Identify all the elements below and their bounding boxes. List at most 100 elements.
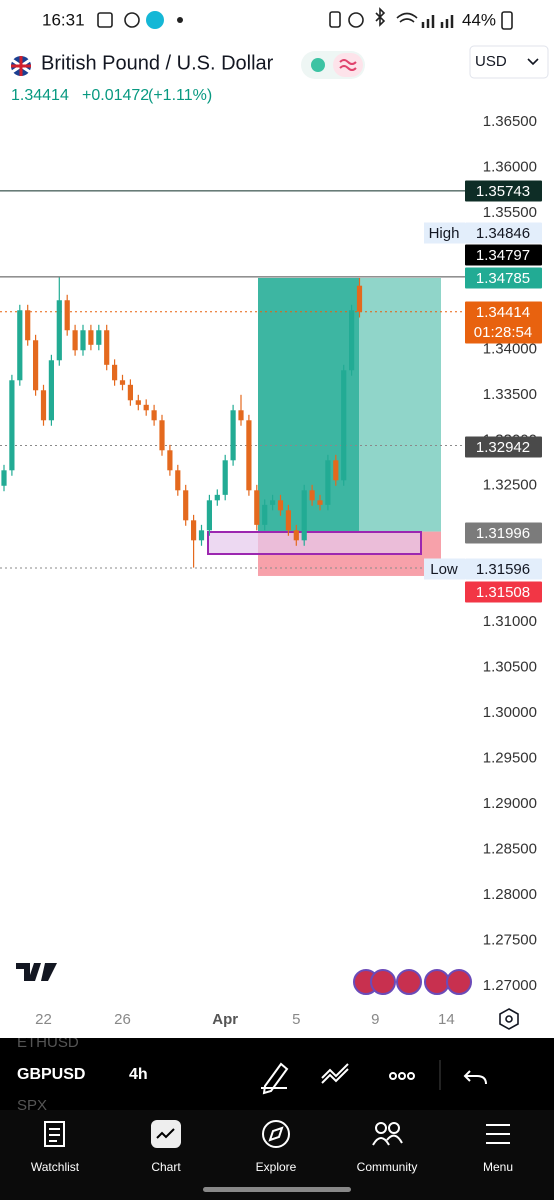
- price-change: +0.01472: [82, 87, 149, 104]
- price-label: 1.31596: [476, 561, 530, 578]
- delay-icon: [339, 59, 357, 71]
- price-label-box: [465, 558, 542, 580]
- y-tick-label: 1.28500: [483, 840, 537, 857]
- price-label-box: [465, 222, 542, 244]
- line-tool[interactable]: [321, 1063, 349, 1084]
- candle-body: [349, 310, 355, 371]
- y-tick-label: 1.36500: [483, 113, 537, 130]
- candle-body: [333, 460, 339, 481]
- zone-box[interactable]: [207, 531, 422, 555]
- candle-body: [159, 420, 165, 451]
- nav-label[interactable]: Chart: [151, 1160, 181, 1174]
- caption-box: [424, 558, 465, 580]
- nav-labels: Watchlist Chart Explore Community Menu: [31, 1160, 513, 1174]
- candle-body: [33, 340, 39, 391]
- price-label-box: [465, 522, 542, 544]
- candle-body: [206, 500, 212, 531]
- status-battery: 44%: [462, 10, 496, 29]
- candle-body: [285, 510, 291, 531]
- candle-body: [270, 500, 276, 505]
- price-label-box: [465, 180, 542, 202]
- undo-tool[interactable]: [463, 1070, 487, 1085]
- currency-label: USD: [475, 53, 507, 70]
- candle-body: [198, 530, 205, 541]
- nav-label[interactable]: Watchlist: [31, 1160, 80, 1174]
- nav-icons: [44, 1120, 510, 1148]
- candle-body: [175, 470, 181, 491]
- symbol-title: British Pound / U.S. Dollar: [41, 52, 274, 74]
- flag-icon: [11, 56, 31, 76]
- x-tick-label: 5: [292, 1011, 300, 1028]
- draw-tool[interactable]: [261, 1062, 289, 1095]
- x-tick-label: 26: [114, 1011, 131, 1028]
- list-item-above[interactable]: ETHUSD: [17, 1034, 79, 1051]
- price-label: 1.31508: [476, 584, 530, 601]
- price-label-box: [465, 244, 542, 266]
- list-item-below[interactable]: SPX: [17, 1097, 47, 1114]
- candle-body: [262, 504, 268, 525]
- candle-body: [301, 490, 307, 541]
- toolbar-symbol[interactable]: GBPUSD: [17, 1066, 85, 1083]
- price-label-box: [465, 301, 542, 344]
- candle-body: [317, 500, 323, 505]
- tv-logo: [16, 963, 57, 981]
- price-change-pct: (+1.11%): [148, 87, 212, 104]
- price-labels: 1.35743 1.34846 High 1.34797 1.34785 1.34414 0…: [424, 180, 542, 603]
- candle-body: [96, 330, 102, 345]
- more-tool[interactable]: [389, 1072, 415, 1080]
- settings-icon[interactable]: [499, 1008, 519, 1030]
- nav-label[interactable]: Community: [357, 1160, 418, 1174]
- candle-body: [56, 300, 62, 361]
- price-label: 1.34414: [476, 304, 530, 321]
- price-lines: [0, 190, 465, 569]
- candle-body: [112, 364, 118, 381]
- candle-body: [214, 494, 220, 501]
- y-tick-label: 1.29000: [483, 795, 537, 812]
- candle-body: [246, 420, 252, 491]
- price-label-box: [465, 581, 542, 603]
- nav-bar: [0, 1110, 554, 1200]
- y-tick-label: 1.28000: [483, 886, 537, 903]
- candle-body: [127, 384, 133, 401]
- price-label: 1.32942: [476, 439, 530, 456]
- candle-body: [119, 380, 126, 385]
- y-tick-label: 1.34000: [483, 340, 537, 357]
- y-tick-label: 1.36000: [483, 158, 537, 175]
- candle-body: [40, 390, 47, 421]
- candle-body: [277, 500, 284, 511]
- candle-body: [48, 360, 54, 421]
- candle-body: [167, 450, 173, 471]
- price-axis: 1.365001.360001.355001.340001.335001.330…: [483, 113, 537, 994]
- y-tick-label: 1.29500: [483, 750, 537, 767]
- price-label: 1.34846: [476, 225, 530, 242]
- y-tick-label: 1.27000: [483, 977, 537, 994]
- x-tick-label: 9: [371, 1011, 379, 1028]
- price-label: 1.34797: [476, 247, 530, 264]
- candle-body: [230, 410, 236, 461]
- price-label-box: [465, 267, 542, 289]
- flag-badges[interactable]: [353, 969, 472, 995]
- candle-body: [88, 330, 94, 345]
- toolbar-interval[interactable]: 4h: [129, 1066, 148, 1083]
- y-tick-label: 1.27500: [483, 931, 537, 948]
- candle-body: [325, 460, 331, 505]
- candle-body: [151, 410, 157, 421]
- currency-select[interactable]: [469, 45, 549, 79]
- last-price: 1.34414: [11, 87, 69, 104]
- time-axis: 22 26 Apr 5 9 14: [35, 1011, 455, 1028]
- candle-body: [9, 380, 15, 471]
- nav-label[interactable]: Menu: [483, 1160, 513, 1174]
- pill-part: [333, 53, 363, 77]
- clip-strip: [0, 1030, 554, 1038]
- candle-body: [309, 490, 315, 501]
- market-open-dot: [311, 58, 325, 72]
- candle-body: [17, 310, 23, 381]
- price-caption: High: [429, 225, 460, 242]
- nav-label[interactable]: Explore: [256, 1160, 297, 1174]
- candles: [1, 277, 363, 568]
- candle-body: [356, 285, 363, 312]
- candle-body: [135, 400, 141, 405]
- y-tick-label: 1.31000: [483, 613, 537, 630]
- candle-body: [64, 300, 70, 331]
